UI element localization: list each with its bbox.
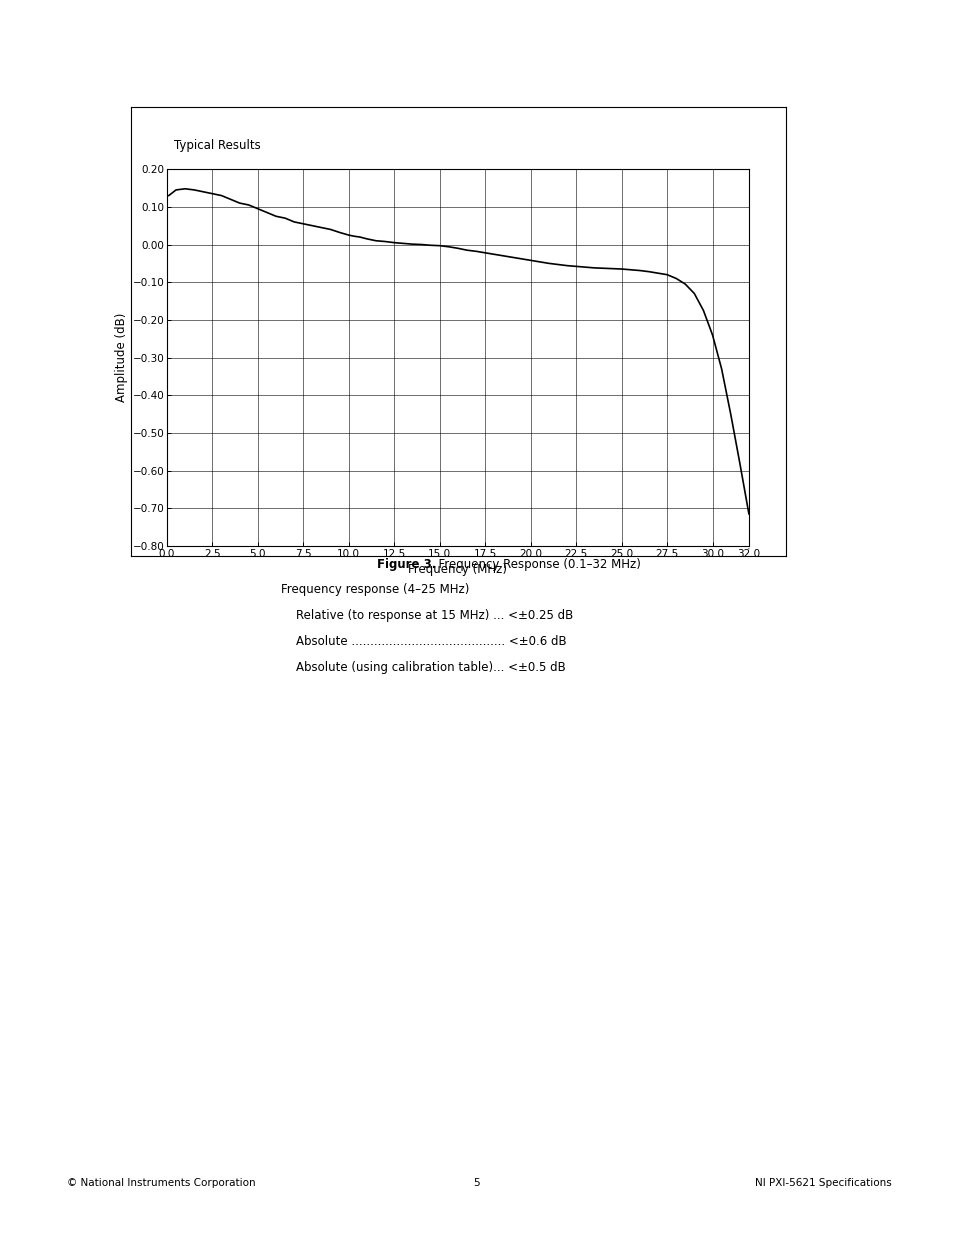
Text: Frequency Response (0.1–32 MHz): Frequency Response (0.1–32 MHz) bbox=[431, 558, 640, 572]
Y-axis label: Amplitude (dB): Amplitude (dB) bbox=[115, 312, 128, 403]
Text: NI PXI-5621 Specifications: NI PXI-5621 Specifications bbox=[755, 1178, 891, 1188]
Text: Absolute (using calibration table)... <±0.5 dB: Absolute (using calibration table)... <±… bbox=[281, 661, 565, 674]
Text: © National Instruments Corporation: © National Instruments Corporation bbox=[67, 1178, 255, 1188]
X-axis label: Frequency (MHz): Frequency (MHz) bbox=[408, 563, 507, 576]
Text: Relative (to response at 15 MHz) ... <±0.25 dB: Relative (to response at 15 MHz) ... <±0… bbox=[281, 609, 573, 622]
Text: Figure 3.: Figure 3. bbox=[376, 558, 436, 572]
Text: 5: 5 bbox=[474, 1178, 479, 1188]
Text: Typical Results: Typical Results bbox=[173, 140, 260, 152]
Text: Absolute ......................................... <±0.6 dB: Absolute ...............................… bbox=[281, 635, 566, 648]
Text: Frequency response (4–25 MHz): Frequency response (4–25 MHz) bbox=[281, 583, 469, 597]
